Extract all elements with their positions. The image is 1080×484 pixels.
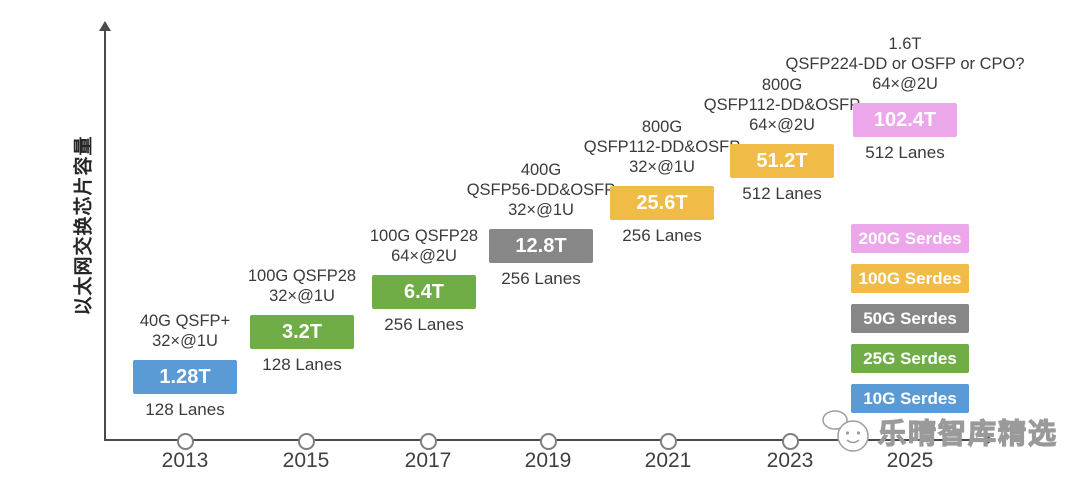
year-label: 2013 [161,449,209,472]
spec-line: 32×@1U [152,332,218,350]
data-point-2017: 100G QSFP28 64×@2U 6.4T 256 Lanes [299,226,549,335]
data-point-2013: 40G QSFP+ 32×@1U 1.28T 128 Lanes [60,311,310,420]
spec-line: QSFP56-DD&OSFP [466,181,616,199]
watermark-text: 乐晴智库精选 [877,417,1059,449]
spec-line: 1.6T [888,35,922,53]
spec-line: 400G [520,161,562,179]
axis-tick-2021 [660,433,677,450]
axis-tick-2015 [298,433,315,450]
capacity-box: 51.2T [730,144,834,178]
module-spec-label: 800G QSFP112-DD&OSFP 32×@1U [537,117,787,177]
lanes-label: 128 Lanes [145,400,225,419]
y-axis-line [104,30,106,441]
y-axis-arrow-icon [99,21,111,31]
spec-line: QSFP112-DD&OSFP [583,138,741,156]
module-spec-label: 40G QSFP+ 32×@1U [60,311,310,351]
capacity-box: 102.4T [853,103,957,137]
lanes-label: 256 Lanes [501,269,581,288]
axis-tick-2019 [540,433,557,450]
spec-line: QSFP112-DD&OSFP [703,96,861,114]
capacity-value: 3.2T [281,321,323,343]
year-label: 2015 [282,449,330,472]
capacity-value: 12.8T [515,235,567,257]
capacity-box: 6.4T [372,275,476,309]
year-label: 2021 [644,449,692,472]
spec-line: 100G QSFP28 [247,267,357,285]
year-label: 2019 [524,449,572,472]
legend-item-50g-serdes: 50G Serdes [851,304,969,333]
legend-item-10g-serdes: 10G Serdes [851,384,969,413]
capacity-value: 102.4T [873,109,937,131]
lanes-label: 512 Lanes [865,143,945,162]
axis-tick-2017 [420,433,437,450]
spec-line: 32×@1U [269,287,335,305]
spec-line: 100G QSFP28 [369,227,479,245]
year-label: 2025 [886,449,934,472]
module-spec-label: 1.6T QSFP224-DD or OSFP or CPO? 64×@2U [780,34,1030,94]
axis-tick-2023 [782,433,799,450]
year-label: 2023 [766,449,814,472]
module-spec-label: 100G QSFP28 64×@2U [299,226,549,266]
lanes-label: 128 Lanes [262,355,342,374]
lanes-label: 512 Lanes [742,184,822,203]
year-label: 2017 [404,449,452,472]
data-point-2023: 800G QSFP112-DD&OSFP 64×@2U 51.2T 512 La… [657,75,907,204]
module-spec-label: 100G QSFP28 32×@1U [177,266,427,306]
x-axis-arrow-icon [984,434,994,446]
module-spec-label: 800G QSFP112-DD&OSFP 64×@2U [657,75,907,135]
spec-line: QSFP224-DD or OSFP or CPO? [785,55,1025,73]
legend-label: 50G Serdes [863,309,957,328]
lanes-label: 256 Lanes [384,315,464,334]
spec-line: 800G [761,76,803,94]
capacity-box: 25.6T [610,186,714,220]
legend-label: 10G Serdes [863,389,957,408]
spec-line: 800G [641,118,683,136]
lanes-label: 256 Lanes [622,226,702,245]
axis-tick-2013 [177,433,194,450]
legend-label: 100G Serdes [858,269,962,288]
data-point-2025: 1.6T QSFP224-DD or OSFP or CPO? 64×@2U 1… [780,34,1030,163]
legend-label: 25G Serdes [863,349,957,368]
module-spec-label: 400G QSFP56-DD&OSFP 32×@1U [416,160,666,220]
spec-line: 64×@2U [872,75,938,93]
data-point-2021: 800G QSFP112-DD&OSFP 32×@1U 25.6T 256 La… [537,117,787,246]
spec-line: 64×@2U [749,116,815,134]
spec-line: 32×@1U [629,158,695,176]
capacity-value: 25.6T [636,192,688,214]
capacity-box: 1.28T [133,360,237,394]
watermark: 乐晴智库精选 [820,408,1058,456]
capacity-value: 51.2T [756,150,808,172]
y-axis-title: 以太网交换芯片容量 [73,135,95,316]
spec-line: 32×@1U [508,201,574,219]
legend-item-25g-serdes: 25G Serdes [851,344,969,373]
legend-item-200g-serdes: 200G Serdes ? [851,224,969,277]
capacity-box: 3.2T [250,315,354,349]
spec-line: 40G QSFP+ [139,312,231,330]
spec-line: 64×@2U [391,247,457,265]
legend-item-100g-serdes: 100G Serdes [851,264,969,293]
capacity-box: 12.8T [489,229,593,263]
capacity-value: 6.4T [403,281,445,303]
watermark-logo-icon [822,410,869,452]
data-point-2015: 100G QSFP28 32×@1U 3.2T 128 Lanes [177,266,427,375]
data-point-2019: 400G QSFP56-DD&OSFP 32×@1U 12.8T 256 Lan… [416,160,666,289]
capacity-value: 1.28T [159,366,211,388]
